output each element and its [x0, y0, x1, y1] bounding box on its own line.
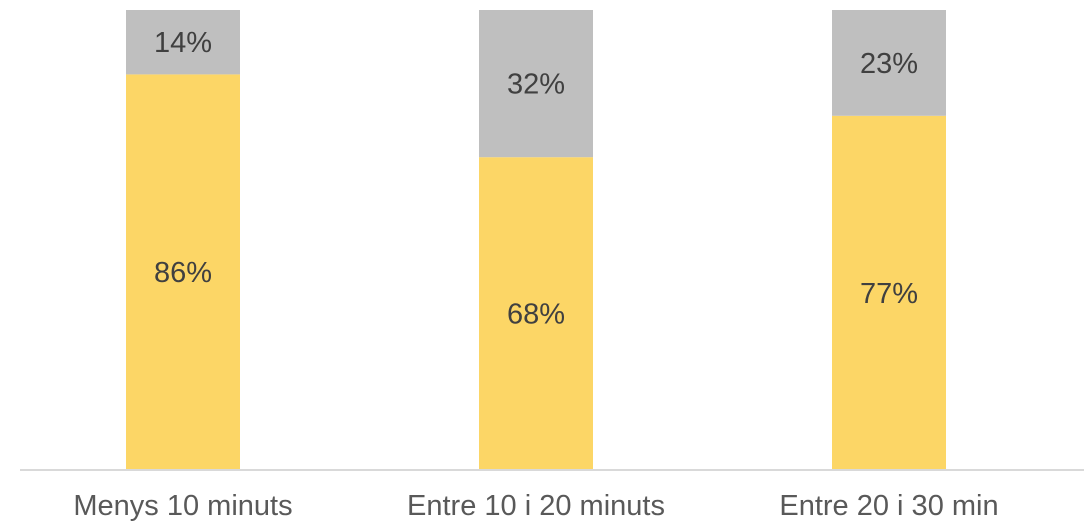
segment-label-2-1: 14%: [154, 27, 212, 59]
bar-segment-2-2: [479, 10, 593, 158]
bar-segment-1-1: [126, 74, 240, 471]
bar-segment-1-2: [479, 157, 593, 470]
bars-group: [126, 10, 946, 471]
category-label-2: Entre 10 i 20 minuts: [407, 490, 665, 522]
segment-label-1-3: 77%: [860, 278, 918, 310]
segment-label-1-2: 68%: [507, 299, 565, 331]
segment-labels-group: 86% 14% 68% 32% 77% 23%: [154, 27, 918, 330]
category-label-1: Menys 10 minuts: [73, 490, 292, 522]
segment-label-2-3: 23%: [860, 48, 918, 80]
bar-segment-1-3: [832, 115, 946, 471]
segment-label-1-1: 86%: [154, 257, 212, 289]
category-labels-group: Menys 10 minuts Entre 10 i 20 minuts Entre…: [73, 490, 998, 522]
bar-segment-2-3: [832, 10, 946, 116]
segment-label-2-2: 32%: [507, 69, 565, 101]
bar-segment-2-1: [126, 10, 240, 75]
category-label-3: Entre 20 i 30 min: [779, 490, 998, 522]
